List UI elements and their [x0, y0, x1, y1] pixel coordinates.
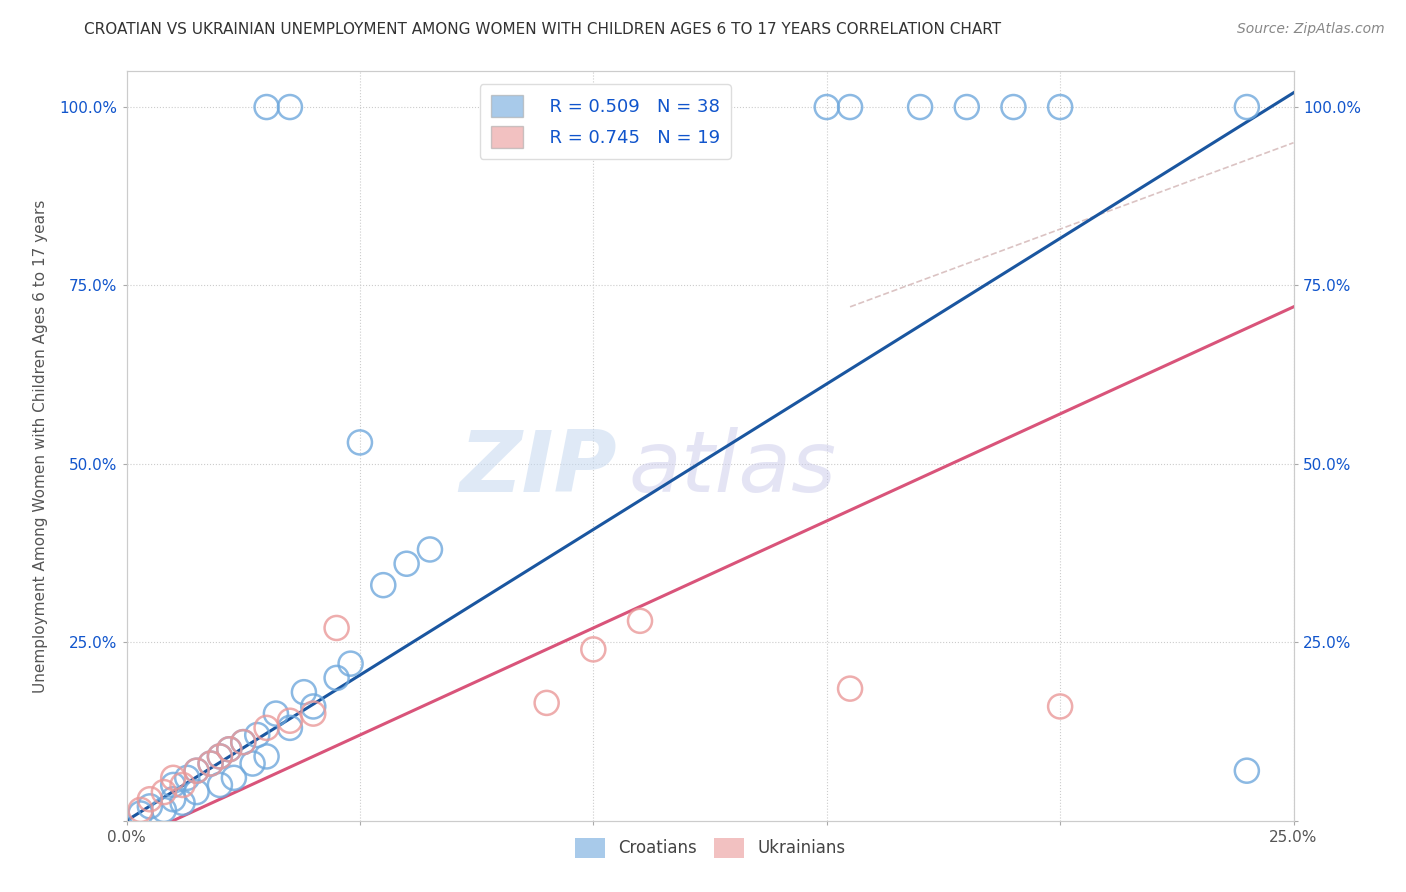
Point: [956, 100, 979, 114]
Point: [208, 749, 231, 764]
Point: [256, 749, 278, 764]
Point: [139, 792, 162, 806]
Point: [200, 756, 222, 771]
Point: [839, 100, 862, 114]
Point: [218, 742, 240, 756]
Point: [302, 706, 325, 721]
Point: [582, 642, 605, 657]
Point: [325, 621, 347, 635]
Point: [246, 728, 269, 742]
Point: [1049, 699, 1071, 714]
Point: [186, 764, 208, 778]
Point: [208, 778, 231, 792]
Point: [339, 657, 361, 671]
Text: CROATIAN VS UKRAINIAN UNEMPLOYMENT AMONG WOMEN WITH CHILDREN AGES 6 TO 17 YEARS : CROATIAN VS UKRAINIAN UNEMPLOYMENT AMONG…: [84, 22, 1001, 37]
Y-axis label: Unemployment Among Women with Children Ages 6 to 17 years: Unemployment Among Women with Children A…: [32, 199, 48, 693]
Point: [172, 796, 194, 810]
Point: [218, 742, 240, 756]
Point: [302, 699, 325, 714]
Point: [264, 706, 287, 721]
Point: [172, 778, 194, 792]
Point: [256, 721, 278, 735]
Point: [1049, 100, 1071, 114]
Point: [242, 756, 264, 771]
Point: [153, 803, 176, 817]
Point: [153, 785, 176, 799]
Point: [186, 764, 208, 778]
Legend: Croatians, Ukrainians: Croatians, Ukrainians: [568, 831, 852, 864]
Point: [162, 778, 184, 792]
Text: ZIP: ZIP: [458, 427, 617, 510]
Point: [349, 435, 371, 450]
Point: [139, 799, 162, 814]
Point: [1002, 100, 1025, 114]
Point: [208, 749, 231, 764]
Point: [278, 714, 301, 728]
Point: [232, 735, 254, 749]
Point: [129, 803, 152, 817]
Point: [162, 771, 184, 785]
Point: [278, 721, 301, 735]
Point: [1236, 764, 1258, 778]
Point: [292, 685, 315, 699]
Point: [278, 100, 301, 114]
Point: [373, 578, 395, 592]
Point: [325, 671, 347, 685]
Point: [908, 100, 931, 114]
Point: [256, 100, 278, 114]
Point: [186, 785, 208, 799]
Point: [419, 542, 441, 557]
Point: [536, 696, 558, 710]
Text: atlas: atlas: [628, 427, 837, 510]
Point: [1236, 100, 1258, 114]
Point: [200, 756, 222, 771]
Point: [222, 771, 245, 785]
Point: [176, 771, 198, 785]
Point: [162, 792, 184, 806]
Point: [815, 100, 838, 114]
Point: [395, 557, 418, 571]
Text: Source: ZipAtlas.com: Source: ZipAtlas.com: [1237, 22, 1385, 37]
Point: [628, 614, 651, 628]
Point: [129, 806, 152, 821]
Point: [232, 735, 254, 749]
Point: [839, 681, 862, 696]
